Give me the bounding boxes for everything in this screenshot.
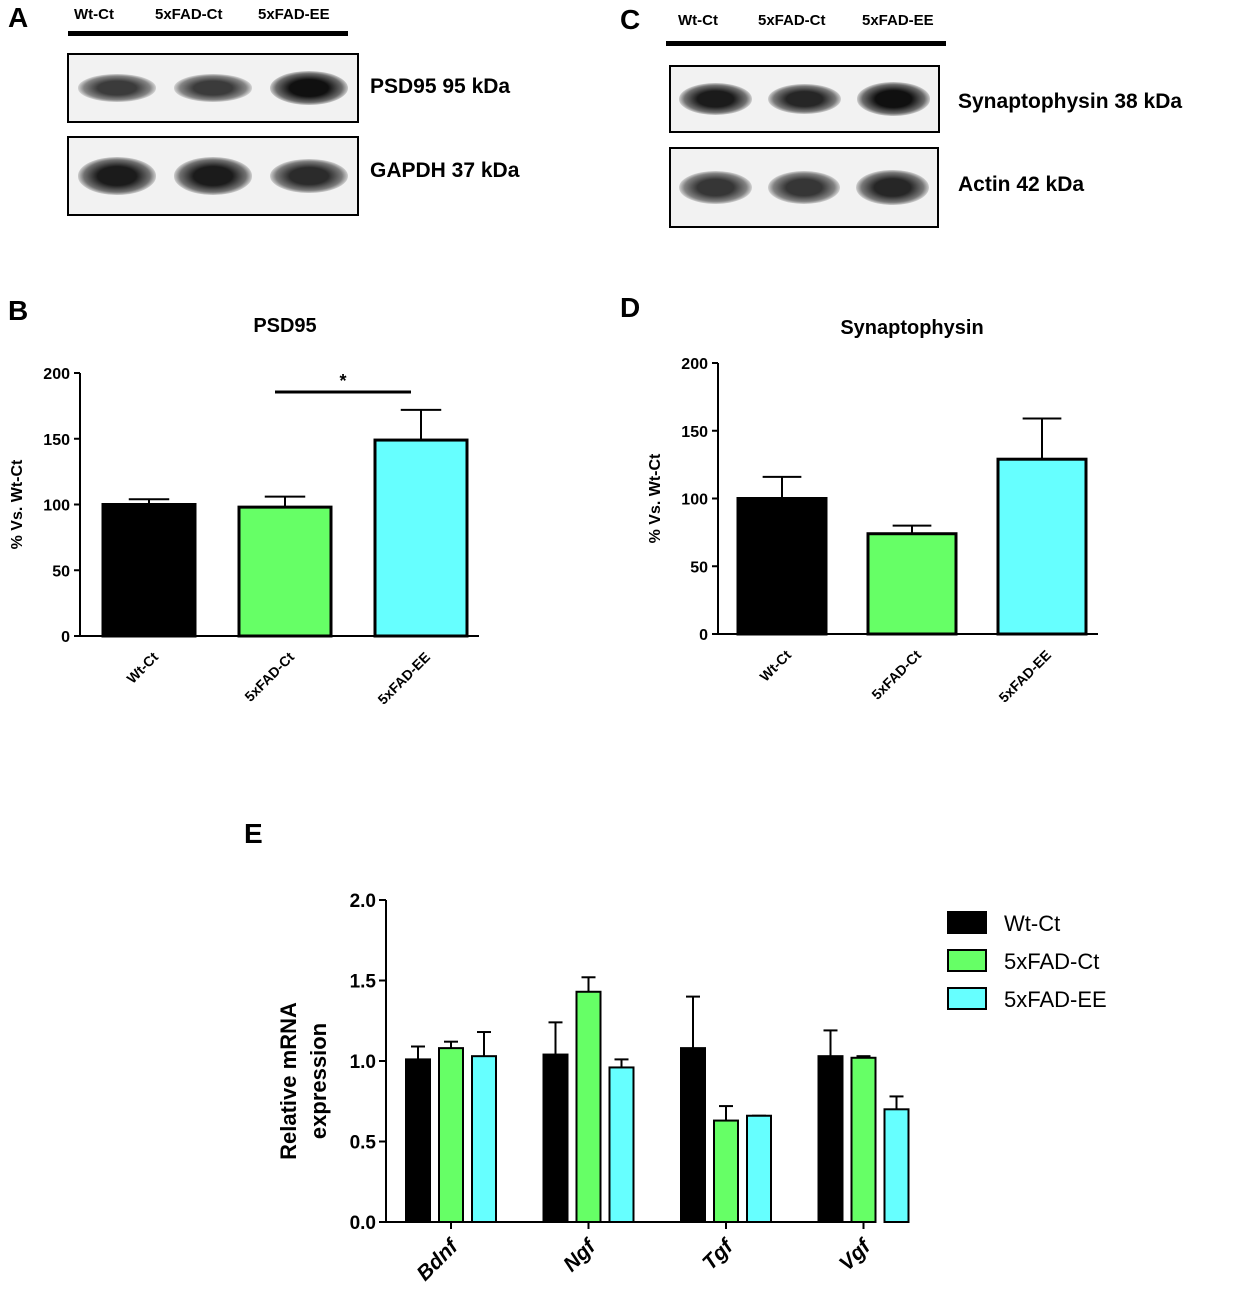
- blot-actin: [669, 147, 939, 228]
- blot-label-synaptophysin: Synaptophysin 38 kDa: [958, 90, 1183, 113]
- y-tick-label: 50: [52, 563, 70, 580]
- y-tick-label: 200: [43, 366, 70, 383]
- blot-label-gapdh: GAPDH 37 kDa: [370, 159, 520, 182]
- legend-swatch: [947, 949, 987, 972]
- y-tick-label: 0.0: [350, 1213, 376, 1234]
- y-axis-label: % Vs. Wt-Ct: [647, 453, 664, 543]
- bar: [817, 1055, 844, 1223]
- x-tick-label: 5xFAD-Ct: [868, 647, 924, 703]
- bar: [996, 457, 1088, 636]
- blot-band: [679, 83, 752, 115]
- chart-title: PSD95: [253, 315, 316, 337]
- x-tick-label: 5xFAD-Ct: [241, 649, 297, 705]
- y-tick-label: 1.0: [350, 1052, 376, 1073]
- y-tick-label: 150: [43, 432, 70, 449]
- bar: [405, 1058, 431, 1223]
- y-axis-label-line-2: expression: [306, 1023, 331, 1139]
- bar: [866, 532, 958, 636]
- bar: [373, 438, 469, 638]
- blot-band: [768, 84, 841, 114]
- bar: [438, 1047, 464, 1223]
- legend-label: 5xFAD-EE: [1004, 987, 1107, 1012]
- lane-rule-c: [666, 41, 946, 46]
- panel-letter-e: E: [244, 818, 263, 849]
- x-tick-label: Vgf: [835, 1234, 877, 1276]
- x-tick-label: Ngf: [559, 1234, 601, 1276]
- blot-band: [856, 169, 930, 206]
- y-tick-label: 100: [681, 492, 708, 509]
- blot-band: [77, 74, 157, 102]
- y-tick-label: 0: [61, 629, 70, 646]
- blot-synaptophysin: [669, 65, 940, 133]
- y-tick-label: 1.5: [350, 972, 377, 993]
- blot-band: [173, 157, 253, 195]
- bar: [883, 1108, 910, 1223]
- blot-gapdh: [67, 136, 359, 216]
- panel-letter-a: A: [8, 2, 29, 33]
- bar: [471, 1055, 497, 1223]
- blot-label-actin: Actin 42 kDa: [958, 173, 1085, 196]
- blot-band: [767, 170, 841, 205]
- legend-swatch: [947, 987, 987, 1010]
- x-tick-label: Bdnf: [412, 1234, 463, 1285]
- lane-rule-a: [68, 31, 348, 36]
- y-tick-label: 0: [699, 627, 708, 644]
- bar: [608, 1066, 635, 1223]
- lane-label-a-1: 5xFAD-Ct: [155, 6, 223, 23]
- lane-label-a-2: 5xFAD-EE: [258, 6, 330, 23]
- y-tick-label: 100: [43, 498, 70, 515]
- chart-mrna-expression: 0.0 0.5 1.0 1.5 2.0 Relative mRNA expression Bd…: [276, 891, 1107, 1285]
- lane-label-c-2: 5xFAD-EE: [862, 12, 934, 29]
- bar: [736, 497, 828, 636]
- bar: [850, 1056, 877, 1223]
- chart-title: Synaptophysin: [840, 317, 983, 339]
- bar: [237, 505, 333, 638]
- blot-band: [77, 157, 157, 195]
- y-axis-label: % Vs. Wt-Ct: [9, 459, 26, 549]
- x-tick-label: 5xFAD-EE: [995, 647, 1054, 706]
- blot-band: [269, 158, 349, 194]
- blot-band: [678, 170, 752, 205]
- bar: [542, 1053, 569, 1223]
- panel-letter-c: C: [620, 4, 641, 35]
- bar: [101, 503, 197, 638]
- bar: [713, 1119, 739, 1224]
- y-tick-label: 0.5: [350, 1133, 377, 1154]
- blot-psd95: [67, 53, 359, 123]
- x-tick-label: 5xFAD-EE: [374, 649, 433, 708]
- legend-label: 5xFAD-Ct: [1004, 949, 1099, 974]
- lane-label-c-1: 5xFAD-Ct: [758, 12, 826, 29]
- blot-band: [269, 70, 349, 106]
- bar: [575, 990, 602, 1223]
- blot-label-psd95: PSD95 95 kDa: [370, 75, 511, 98]
- y-tick-label: 200: [681, 356, 708, 373]
- lane-label-c-0: Wt-Ct: [678, 12, 718, 29]
- blot-band: [857, 82, 930, 116]
- y-axis-label-line-1: Relative mRNA: [276, 1002, 301, 1160]
- y-tick-label: 150: [681, 424, 708, 441]
- bar: [746, 1114, 772, 1223]
- panel-letter-b: B: [8, 295, 29, 326]
- bar: [680, 1047, 706, 1223]
- x-tick-label: Wt-Ct: [756, 647, 794, 685]
- y-tick-label: 50: [690, 559, 708, 576]
- panel-letter-d: D: [620, 292, 641, 323]
- blot-band: [173, 74, 253, 102]
- chart-psd95: PSD95 0 50 100 150 200 % Vs. Wt-Ct Wt-Ct 5xFAD-C…: [9, 315, 479, 708]
- chart-synaptophysin: Synaptophysin 0 50 100 150 200 % Vs. Wt-Ct Wt-C…: [647, 317, 1098, 706]
- y-tick-label: 2.0: [350, 891, 376, 912]
- legend-label: Wt-Ct: [1004, 911, 1060, 936]
- x-tick-label: Tgf: [698, 1234, 739, 1275]
- legend-swatch: [947, 911, 987, 934]
- lane-label-a-0: Wt-Ct: [74, 6, 114, 23]
- significance-marker: *: [339, 371, 346, 391]
- x-tick-label: Wt-Ct: [123, 649, 161, 687]
